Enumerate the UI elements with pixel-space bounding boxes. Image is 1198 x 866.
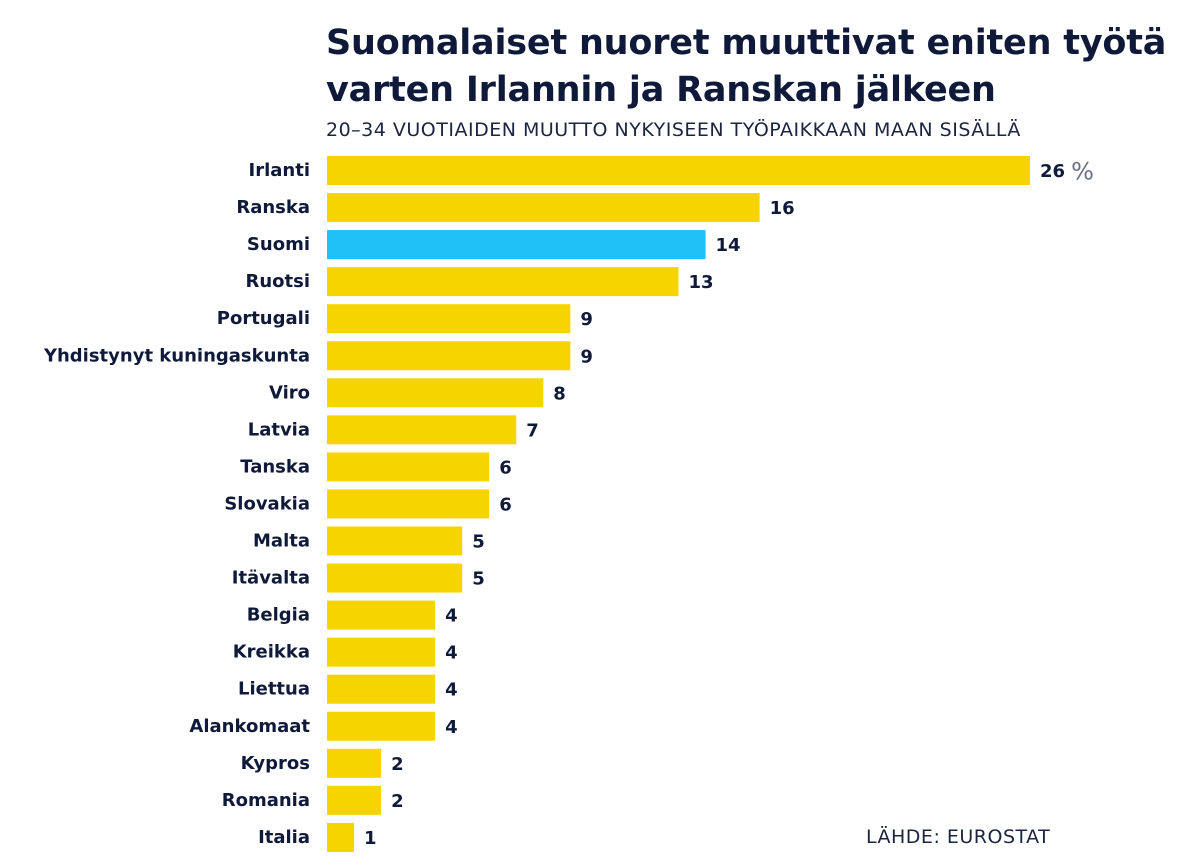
value-label-kypros: 2 [391, 754, 404, 775]
bar-italia [327, 822, 355, 852]
bar-liettua [327, 674, 436, 704]
value-label-irlanti: 26 [1040, 161, 1065, 182]
value-label-viro: 8 [553, 383, 566, 404]
category-label-ranska: Ranska [236, 197, 310, 218]
bar-malta [327, 526, 463, 556]
value-label-portugali: 9 [580, 309, 593, 330]
value-label-suomi: 14 [716, 235, 741, 256]
category-label-viro: Viro [269, 382, 310, 403]
category-label-liettua: Liettua [238, 679, 310, 700]
bar-kypros [327, 748, 382, 778]
category-label-alankomaat: Alankomaat [189, 716, 310, 737]
value-label-yhdistynyt-kuningaskunta: 9 [580, 346, 593, 367]
category-label-kypros: Kypros [241, 753, 310, 774]
category-label-suomi: Suomi [247, 234, 310, 255]
chart-subtitle: 20–34 VUOTIAIDEN MUUTTO NYKYISEEN TYÖPAI… [326, 119, 1021, 141]
category-label-tanska: Tanska [240, 456, 310, 477]
bar-portugali [327, 304, 571, 334]
category-label-italia: Italia [258, 827, 310, 848]
bar-alankomaat [327, 711, 436, 741]
value-label-alankomaat: 4 [445, 717, 458, 738]
value-label-belgia: 4 [445, 606, 458, 627]
value-label-ruotsi: 13 [689, 272, 714, 293]
bar-ruotsi [327, 267, 679, 297]
value-label-slovakia: 6 [499, 494, 512, 515]
category-label-romania: Romania [222, 790, 310, 811]
bar-belgia [327, 600, 436, 630]
unit-label: % [1071, 158, 1094, 186]
bar-suomi [327, 230, 706, 260]
category-label-slovakia: Slovakia [224, 493, 310, 514]
category-label-portugali: Portugali [217, 308, 310, 329]
value-label-liettua: 4 [445, 680, 458, 701]
category-label-itävalta: Itävalta [232, 568, 310, 589]
value-label-kreikka: 4 [445, 643, 458, 664]
source-note: LÄHDE: EUROSTAT [866, 826, 1051, 848]
bar-irlanti [327, 156, 1030, 185]
bar-kreikka [327, 637, 436, 667]
value-label-latvia: 7 [526, 420, 539, 441]
category-label-ruotsi: Ruotsi [245, 271, 310, 292]
bar-slovakia [327, 489, 490, 519]
category-label-latvia: Latvia [248, 419, 310, 440]
category-label-kreikka: Kreikka [233, 642, 310, 663]
category-label-yhdistynyt-kuningaskunta: Yhdistynyt kuningaskunta [43, 345, 310, 366]
bar-viro [327, 378, 544, 408]
bar-itävalta [327, 563, 463, 593]
chart-title: Suomalaiset nuoret muuttivat eniten työt… [326, 23, 1167, 110]
bar-tanska [327, 452, 490, 482]
value-label-italia: 1 [364, 828, 377, 849]
bar-romania [327, 785, 382, 815]
value-label-malta: 5 [472, 532, 485, 553]
category-label-malta: Malta [253, 531, 310, 552]
value-label-itävalta: 5 [472, 569, 485, 590]
value-label-tanska: 6 [499, 457, 512, 478]
value-label-ranska: 16 [770, 198, 795, 219]
bar-yhdistynyt-kuningaskunta [327, 341, 571, 371]
category-label-belgia: Belgia [247, 605, 310, 626]
value-label-romania: 2 [391, 791, 404, 812]
category-label-irlanti: Irlanti [249, 160, 310, 181]
bar-ranska [327, 193, 760, 223]
bar-latvia [327, 415, 517, 445]
